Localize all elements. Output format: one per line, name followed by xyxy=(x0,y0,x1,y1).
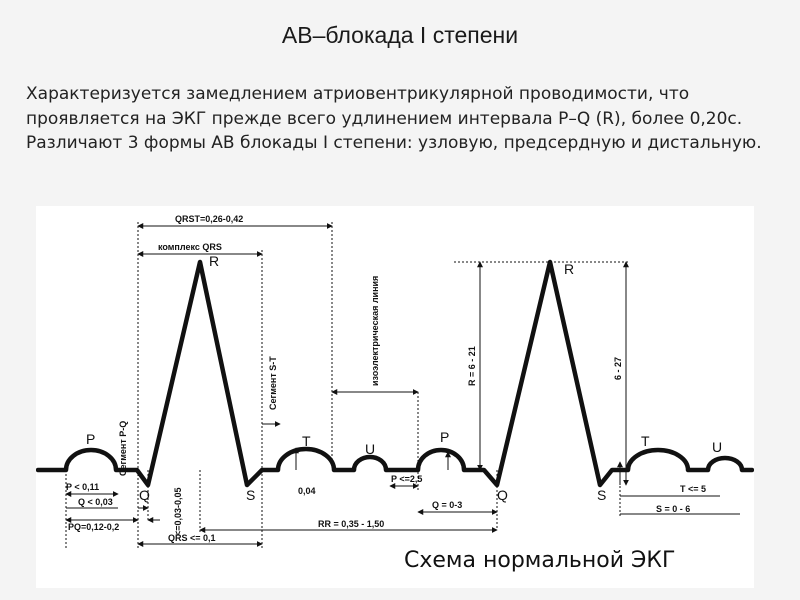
label-qrs-duration: QRS <= 0,1 xyxy=(168,533,216,543)
label-rr-interval: RR = 0,35 - 1,50 xyxy=(318,519,384,529)
label-pq-interval: PQ=0,12-0,2 xyxy=(68,522,119,532)
label-isoline: изоэлектрическая линия xyxy=(370,276,380,386)
label-r-range: <=0,03-0,05 xyxy=(173,487,183,536)
wave-q2: Q xyxy=(497,487,508,503)
dimension-lines xyxy=(65,222,740,548)
label-p-amplitude: P <=2,5 xyxy=(391,474,422,484)
wave-u1: U xyxy=(365,441,375,457)
label-pq-segment: Сегмент P-Q xyxy=(118,421,128,476)
wave-p1: P xyxy=(86,431,95,447)
label-qrs-complex: комплекс QRS xyxy=(158,242,222,252)
label-s-amplitude: S = 0 - 6 xyxy=(656,504,690,514)
wave-r2: R xyxy=(564,261,574,277)
label-amplitude-6-27: 6 - 27 xyxy=(613,357,623,380)
paragraph-forms: Различают 3 формы АВ блокады I степени: … xyxy=(26,133,762,153)
label-q-duration: Q < 0,03 xyxy=(78,497,113,507)
slide-title: АВ–блокада I степени xyxy=(281,22,519,48)
label-t-max: T <= 5 xyxy=(680,484,706,494)
ecg-waveform xyxy=(36,259,754,488)
wave-q1: Q xyxy=(139,487,150,503)
paragraph-definition: Характеризуется замедлением атриовентрик… xyxy=(26,84,743,129)
dimension-labels: QRST=0,26-0,42 комплекс QRS P < 0,11 Q <… xyxy=(66,214,706,543)
label-st-segment: Сегмент S-T xyxy=(268,356,278,410)
wave-s1: S xyxy=(246,487,255,503)
slide-body: Характеризуется замедлением атриовентрик… xyxy=(26,82,786,204)
label-r-amplitude: R = 6 - 21 xyxy=(467,346,477,386)
wave-p2: P xyxy=(440,429,449,445)
wave-u2: U xyxy=(712,439,722,455)
ecg-diagram: P Q R S T U P Q R S T U QRST=0,26-0,42 к… xyxy=(36,214,754,548)
wave-t1: T xyxy=(302,433,311,449)
diagram-caption: Схема нормальной ЭКГ xyxy=(404,548,676,573)
label-q-amplitude: Q = 0-3 xyxy=(432,500,462,510)
label-p-duration: P < 0,11 xyxy=(66,482,99,492)
label-t-amplitude: 0,04 xyxy=(298,486,316,496)
label-qrst: QRST=0,26-0,42 xyxy=(175,214,243,224)
wave-labels: P Q R S T U P Q R S T U xyxy=(86,253,722,503)
wave-r1: R xyxy=(209,253,219,269)
wave-t2: T xyxy=(641,433,650,449)
ecg-diagram-panel: P Q R S T U P Q R S T U QRST=0,26-0,42 к… xyxy=(36,206,754,588)
wave-s2: S xyxy=(597,487,606,503)
